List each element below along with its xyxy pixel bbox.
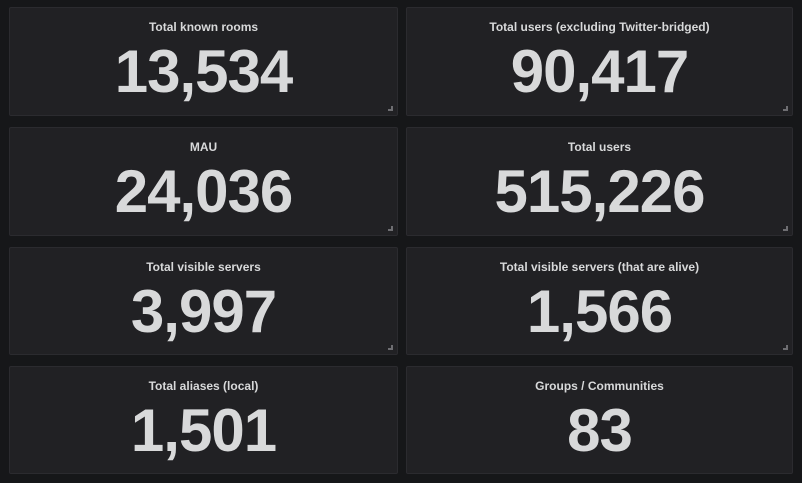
stat-value: 515,226 <box>494 158 706 225</box>
panel-title[interactable]: Total visible servers <box>146 260 261 274</box>
panel-total-visible-servers[interactable]: Total visible servers 3,997 <box>9 247 398 355</box>
panel-title[interactable]: MAU <box>189 140 218 154</box>
panel-total-visible-servers-alive[interactable]: Total visible servers (that are alive) 1… <box>406 247 793 355</box>
panel-title[interactable]: Total users <box>567 140 632 154</box>
stat-value: 90,417 <box>510 38 690 105</box>
resize-handle-icon[interactable] <box>388 106 393 111</box>
resize-handle-icon[interactable] <box>783 106 788 111</box>
stat-value: 24,036 <box>114 158 294 225</box>
panel-title[interactable]: Total known rooms <box>148 20 259 34</box>
panel-mau[interactable]: MAU 24,036 <box>9 127 398 236</box>
panel-title[interactable]: Total aliases (local) <box>148 379 259 393</box>
stat-value: 3,997 <box>130 278 277 345</box>
resize-handle-icon[interactable] <box>783 345 788 350</box>
panel-total-known-rooms[interactable]: Total known rooms 13,534 <box>9 7 398 116</box>
stat-value: 1,566 <box>526 278 673 345</box>
panel-total-aliases-local[interactable]: Total aliases (local) 1,501 <box>9 366 398 474</box>
resize-handle-icon[interactable] <box>783 226 788 231</box>
panel-groups-communities[interactable]: Groups / Communities 83 <box>406 366 793 474</box>
stat-value: 83 <box>567 397 633 464</box>
resize-handle-icon[interactable] <box>388 226 393 231</box>
resize-handle-icon[interactable] <box>388 345 393 350</box>
panel-total-users-excluding-twitter[interactable]: Total users (excluding Twitter-bridged) … <box>406 7 793 116</box>
panel-total-users[interactable]: Total users 515,226 <box>406 127 793 236</box>
panel-title[interactable]: Total users (excluding Twitter-bridged) <box>489 20 710 34</box>
stat-value: 1,501 <box>130 397 277 464</box>
panel-title[interactable]: Total visible servers (that are alive) <box>499 260 700 274</box>
stat-value: 13,534 <box>114 38 294 105</box>
panel-title[interactable]: Groups / Communities <box>535 379 664 393</box>
